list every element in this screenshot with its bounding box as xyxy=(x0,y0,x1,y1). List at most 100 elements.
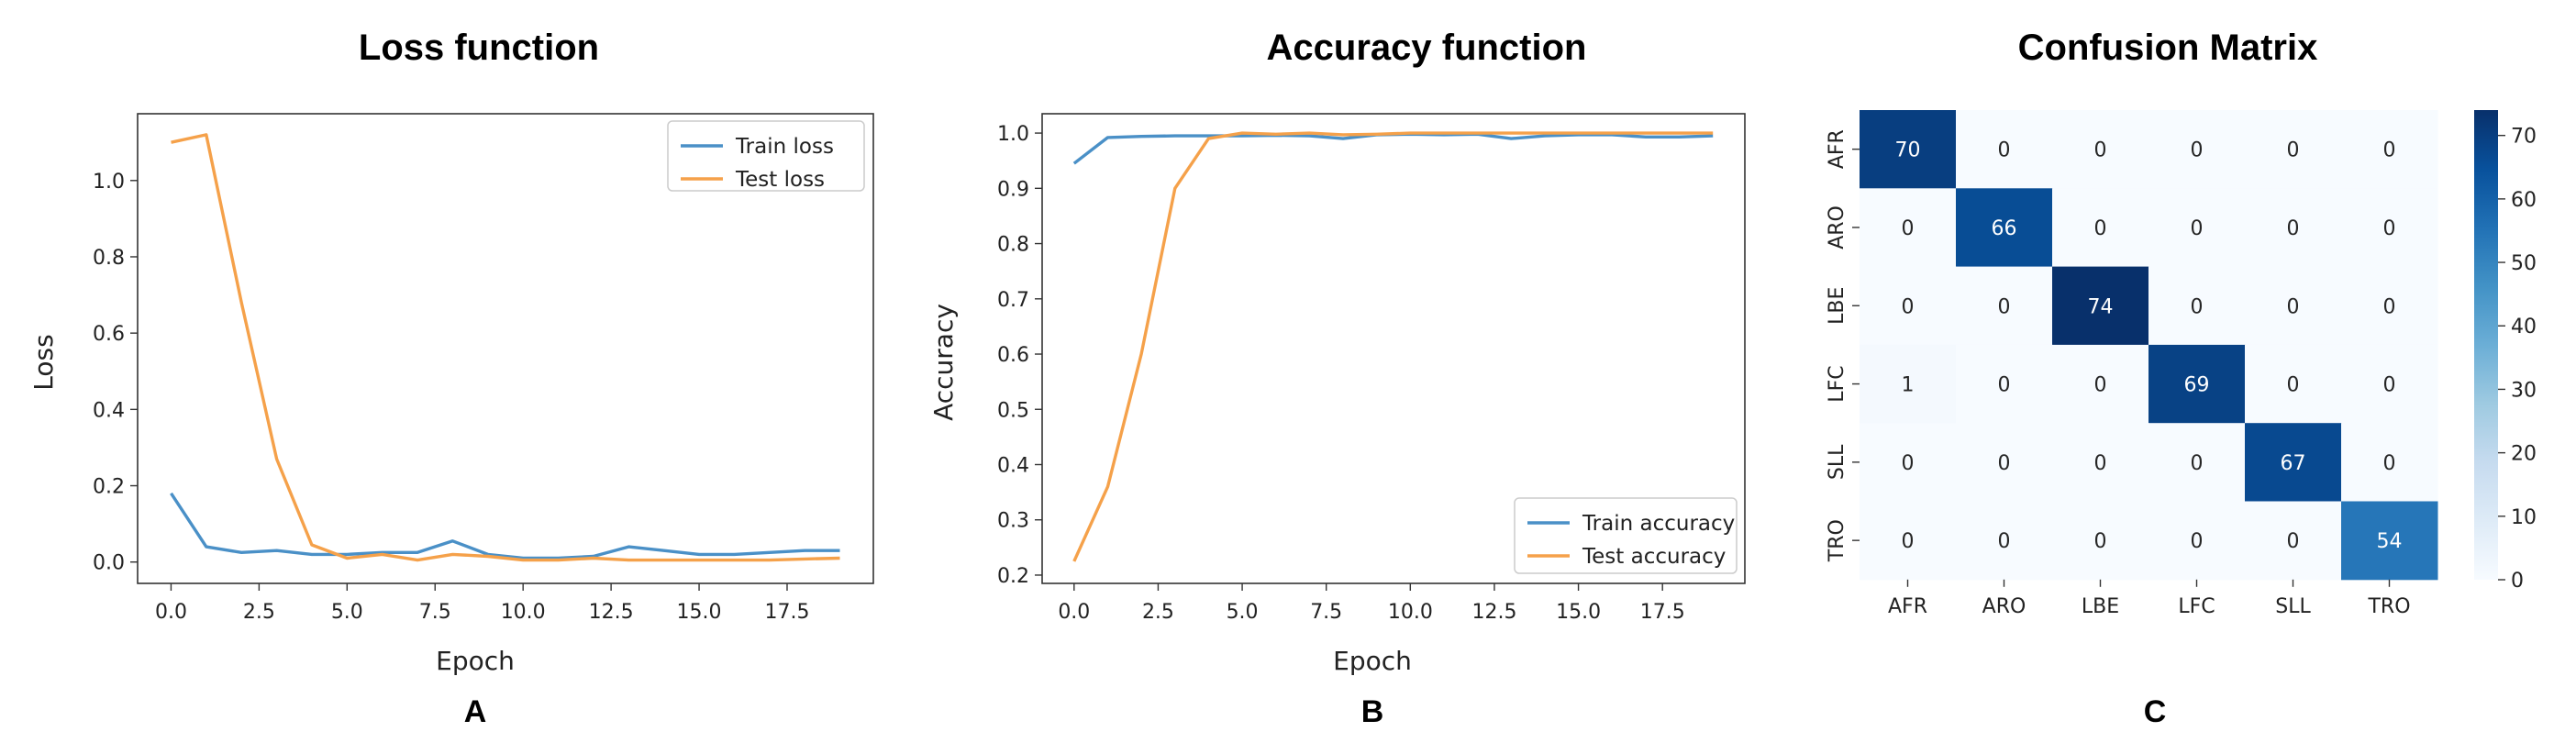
confusion-col-label: TRO xyxy=(2367,595,2410,618)
confusion-matrix-title: Confusion Matrix xyxy=(2018,28,2318,68)
accuracy-y-tick-label: 0.2 xyxy=(997,565,1029,588)
confusion-row-label: SLL xyxy=(1826,444,1849,480)
confusion-cell xyxy=(2245,501,2342,581)
confusion-cell-value: 0 xyxy=(2287,217,2300,240)
confusion-cell xyxy=(2245,266,2342,346)
accuracy-x-tick-label: 7.5 xyxy=(1310,601,1342,624)
confusion-cell xyxy=(2149,110,2246,189)
confusion-cell-value: 0 xyxy=(1998,530,2011,553)
confusion-col-label: LBE xyxy=(2082,595,2119,618)
loss-x-tick-label: 10.0 xyxy=(501,601,546,624)
confusion-cell-value: 0 xyxy=(2094,217,2107,240)
accuracy-panel-label: B xyxy=(1361,694,1384,729)
confusion-cell xyxy=(2341,423,2438,502)
colorbar-tick-label: 60 xyxy=(2511,189,2537,212)
confusion-cell xyxy=(1956,188,2053,268)
confusion-cell-value: 0 xyxy=(1998,452,2011,475)
confusion-cell xyxy=(2341,188,2438,268)
loss-chart-title: Loss function xyxy=(359,28,599,68)
confusion-cell xyxy=(2341,266,2438,346)
confusion-cell-value: 0 xyxy=(2094,452,2107,475)
colorbar-tick-label: 20 xyxy=(2511,443,2537,466)
confusion-cell-value: 0 xyxy=(1902,295,1915,318)
loss-y-tick-label: 0.4 xyxy=(93,399,125,422)
loss-legend-label: Train loss xyxy=(735,135,834,159)
confusion-cell xyxy=(1860,110,1957,189)
loss-y-axis: 0.0 0.2 0.4 0.6 0.8 1.0 xyxy=(93,171,138,575)
confusion-cell-value: 0 xyxy=(2191,530,2204,553)
confusion-col-label: ARO xyxy=(1982,595,2026,618)
colorbar-tick-label: 30 xyxy=(2511,379,2537,402)
confusion-cell-value: 0 xyxy=(2383,217,2396,240)
confusion-cell xyxy=(1860,423,1957,502)
loss-y-tick-label: 1.0 xyxy=(93,171,125,194)
confusion-cell-value: 70 xyxy=(1895,139,1921,162)
accuracy-x-tick-label: 0.0 xyxy=(1058,601,1090,624)
confusion-cell-value: 0 xyxy=(2191,217,2204,240)
accuracy-y-tick-label: 0.6 xyxy=(997,344,1029,367)
confusion-row-label: LFC xyxy=(1826,365,1849,402)
confusion-cell-value: 0 xyxy=(1998,139,2011,162)
confusion-cell xyxy=(2149,501,2246,581)
confusion-cell xyxy=(1956,110,2053,189)
accuracy-x-axis-label: Epoch xyxy=(1333,646,1412,676)
confusion-cell-value: 0 xyxy=(1998,374,2011,397)
accuracy-y-tick-label: 0.3 xyxy=(997,510,1029,533)
loss-x-axis: 0.0 2.5 5.0 7.5 10.0 12.5 15.0 17.5 xyxy=(155,583,809,624)
confusion-cell xyxy=(2341,110,2438,189)
confusion-matrix-row-labels: AFR ARO LBE LFC SLL TRO xyxy=(1826,129,1860,562)
confusion-cell xyxy=(2052,501,2149,581)
colorbar-tick-label: 40 xyxy=(2511,316,2537,338)
confusion-cell-value: 0 xyxy=(2094,139,2107,162)
colorbar-tick-label: 10 xyxy=(2511,506,2537,529)
confusion-cell xyxy=(2341,501,2438,581)
colorbar-tick-label: 70 xyxy=(2511,126,2537,149)
confusion-cell-value: 0 xyxy=(2191,295,2204,318)
colorbar xyxy=(2474,110,2498,580)
accuracy-x-tick-label: 5.0 xyxy=(1227,601,1259,624)
loss-y-tick-label: 0.6 xyxy=(93,323,125,346)
confusion-cell xyxy=(1956,423,2053,502)
loss-x-tick-label: 2.5 xyxy=(243,601,275,624)
confusion-cell-value: 0 xyxy=(1902,452,1915,475)
confusion-cell-value: 0 xyxy=(2094,374,2107,397)
confusion-cell-value: 0 xyxy=(2287,530,2300,553)
accuracy-y-tick-label: 0.5 xyxy=(997,399,1029,422)
confusion-cell xyxy=(2149,344,2246,424)
confusion-cell-value: 0 xyxy=(2094,530,2107,553)
confusion-cell xyxy=(2052,188,2149,268)
confusion-row-label: TRO xyxy=(1826,519,1849,562)
accuracy-y-tick-label: 0.7 xyxy=(997,289,1029,312)
loss-plot-area xyxy=(137,113,874,584)
accuracy-y-tick-label: 0.8 xyxy=(997,234,1029,257)
confusion-cell xyxy=(1956,266,2053,346)
confusion-cell-value: 0 xyxy=(2191,452,2204,475)
confusion-matrix: Confusion Matrix 70 0 0 0 0 00 66 0 0 0 00 0 74 0 0 01 0… xyxy=(1826,28,2537,729)
loss-y-tick-label: 0.2 xyxy=(93,476,125,499)
loss-series-0 xyxy=(170,492,840,560)
loss-x-tick-label: 5.0 xyxy=(331,601,363,624)
accuracy-x-tick-label: 15.0 xyxy=(1556,601,1601,624)
accuracy-legend-label: Train accuracy xyxy=(1582,512,1735,536)
confusion-cell xyxy=(1956,344,2053,424)
confusion-cell-value: 66 xyxy=(1992,217,2017,240)
accuracy-chart: Accuracy function 0.20.30.40.50.60.70.80… xyxy=(928,28,1746,729)
confusion-cell-value: 0 xyxy=(2191,139,2204,162)
accuracy-series-0 xyxy=(1072,132,1714,165)
confusion-row-label: LBE xyxy=(1826,287,1849,325)
confusion-cell xyxy=(2341,344,2438,424)
loss-x-axis-label: Epoch xyxy=(436,646,515,676)
confusion-cell-value: 69 xyxy=(2184,374,2210,397)
loss-x-tick-label: 7.5 xyxy=(419,601,451,624)
confusion-matrix-cells: 70 0 0 0 0 0 0 66 0 0 0 0 0 0 74 0 0 0 1 0 0 69 0 0 0 0 0 0 67 0 0 0 0 0 0… xyxy=(1860,110,2438,581)
loss-x-tick-label: 17.5 xyxy=(764,601,809,624)
confusion-col-label: SLL xyxy=(2275,595,2311,618)
confusion-cell xyxy=(2245,110,2342,189)
confusion-col-label: LFC xyxy=(2178,595,2215,618)
loss-series-1 xyxy=(171,133,840,562)
colorbar-tick-label: 0 xyxy=(2511,570,2524,593)
accuracy-x-tick-label: 17.5 xyxy=(1640,601,1685,624)
confusion-cell xyxy=(2052,110,2149,189)
confusion-cell xyxy=(2245,423,2342,502)
